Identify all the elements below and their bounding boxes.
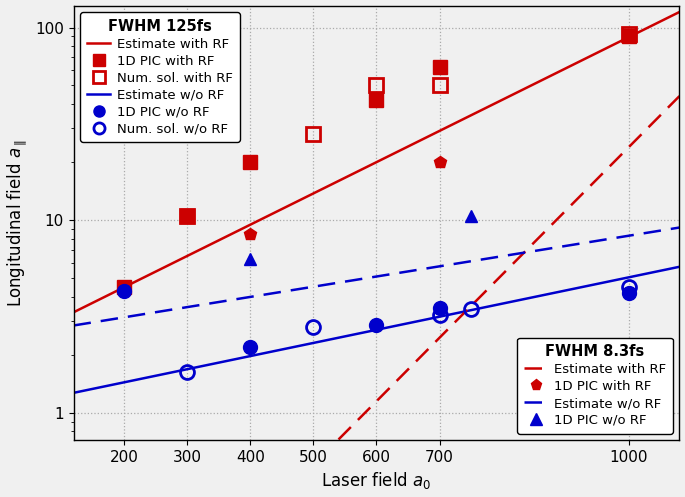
Legend: Estimate with RF, 1D PIC with RF, Estimate w/o RF, 1D PIC w/o RF: Estimate with RF, 1D PIC with RF, Estima… (517, 337, 673, 433)
Y-axis label: Longitudinal field $a_{\parallel}$: Longitudinal field $a_{\parallel}$ (5, 139, 29, 307)
X-axis label: Laser field $a_0$: Laser field $a_0$ (321, 471, 432, 492)
